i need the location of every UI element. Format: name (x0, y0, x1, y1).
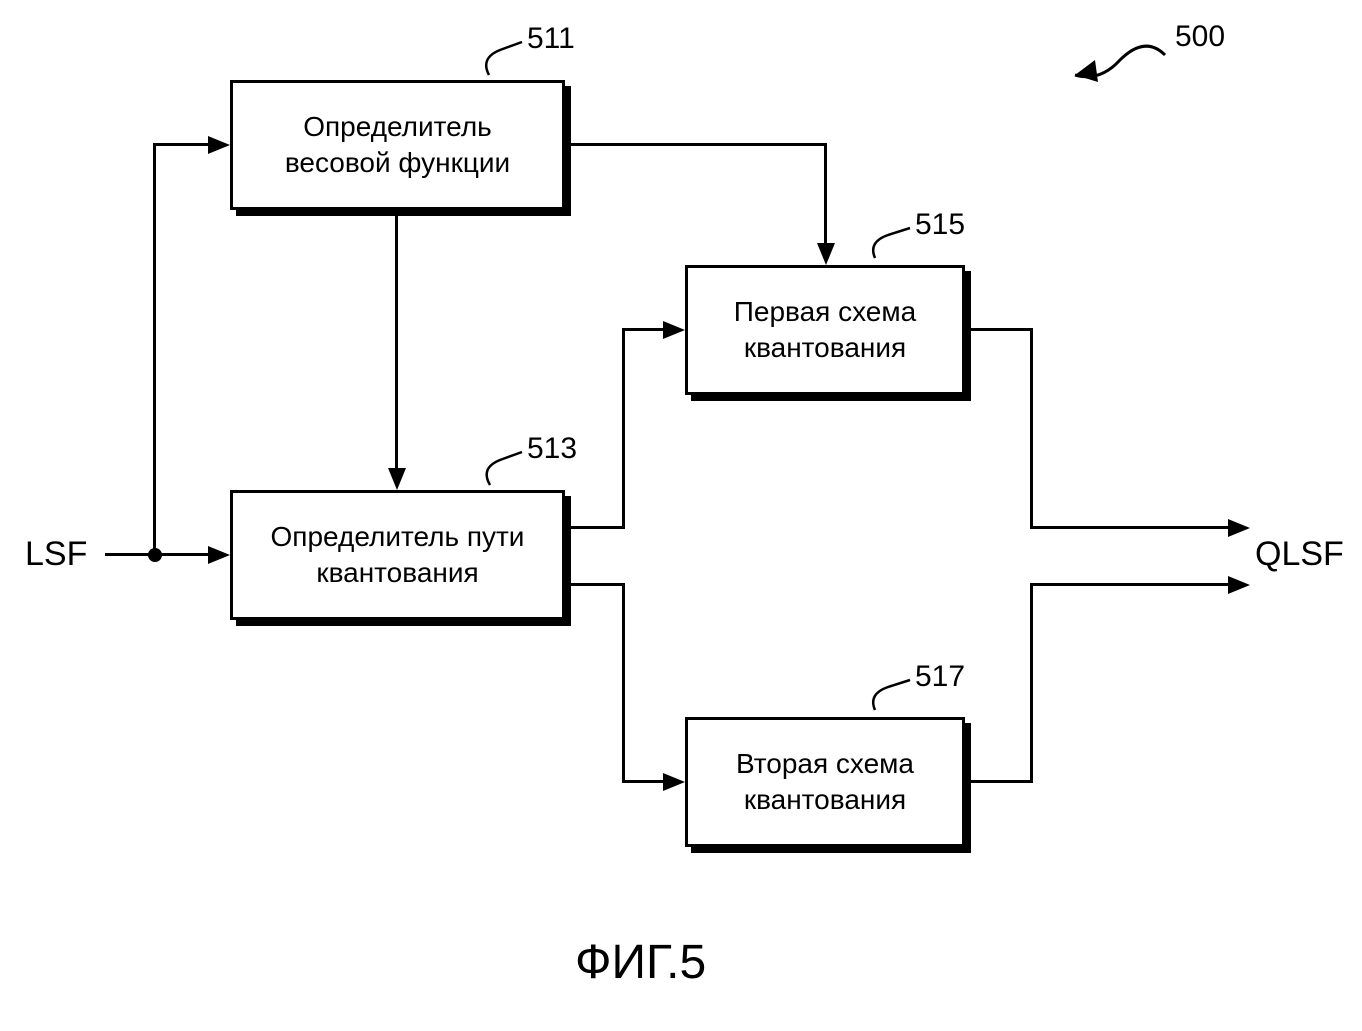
line-513-515 (622, 328, 665, 331)
arrow-513-517 (663, 773, 685, 791)
line-515-out2 (1030, 526, 1230, 529)
line-517-out2 (1030, 583, 1230, 586)
block-515: Первая схема квантования (685, 265, 965, 395)
block-diagram: 500 LSF QLSF Определитель весовой функци… (0, 0, 1362, 1031)
block-517-label: Вторая схема квантования (736, 746, 914, 819)
block-513-shadow-r (565, 496, 571, 626)
block-517-shadow-b (691, 847, 971, 853)
arrow-511-515 (817, 243, 835, 265)
arrow-out-lower (1228, 576, 1250, 594)
block-515-shadow-b (691, 395, 971, 401)
block-511-shadow-b (236, 210, 571, 216)
ref-511: 511 (527, 22, 575, 56)
ref-500: 500 (1175, 20, 1225, 54)
arrow-513-515 (663, 321, 685, 339)
line-517-up (1030, 583, 1033, 783)
ref-500-squiggle (0, 0, 1362, 1031)
ref-515: 515 (915, 208, 965, 242)
line-511-down-515 (824, 143, 827, 246)
line-junction-511 (153, 143, 210, 146)
block-515-label: Первая схема квантования (734, 294, 916, 367)
line-517-out (971, 780, 1033, 783)
arrow-junction-513 (208, 546, 230, 564)
input-label: LSF (25, 535, 87, 574)
line-junction-up (153, 145, 156, 555)
ref-513: 513 (527, 432, 577, 466)
line-513-out-lower (571, 583, 625, 586)
line-513-down (622, 583, 625, 783)
arrow-out-upper (1228, 519, 1250, 537)
line-513-out-upper (571, 526, 625, 529)
line-513-517 (622, 780, 665, 783)
block-517: Вторая схема квантования (685, 717, 965, 847)
arrow-511-513 (388, 468, 406, 490)
line-input (105, 553, 155, 556)
block-517-shadow-r (965, 723, 971, 853)
line-junction-513 (155, 553, 210, 556)
block-511-shadow-r (565, 86, 571, 216)
line-511-right (571, 143, 827, 146)
line-511-513 (395, 216, 398, 471)
block-513-shadow-b (236, 620, 571, 626)
arrow-junction-511 (208, 136, 230, 154)
block-513-label: Определитель пути квантования (271, 519, 525, 592)
block-511-label: Определитель весовой функции (285, 109, 510, 182)
figure-caption: ФИГ.5 (575, 935, 706, 990)
block-515-shadow-r (965, 271, 971, 401)
line-513-up (622, 328, 625, 529)
output-label: QLSF (1255, 535, 1344, 574)
ref-517: 517 (915, 660, 965, 694)
line-515-down (1030, 328, 1033, 529)
line-515-out (971, 328, 1033, 331)
block-513: Определитель пути квантования (230, 490, 565, 620)
block-511: Определитель весовой функции (230, 80, 565, 210)
